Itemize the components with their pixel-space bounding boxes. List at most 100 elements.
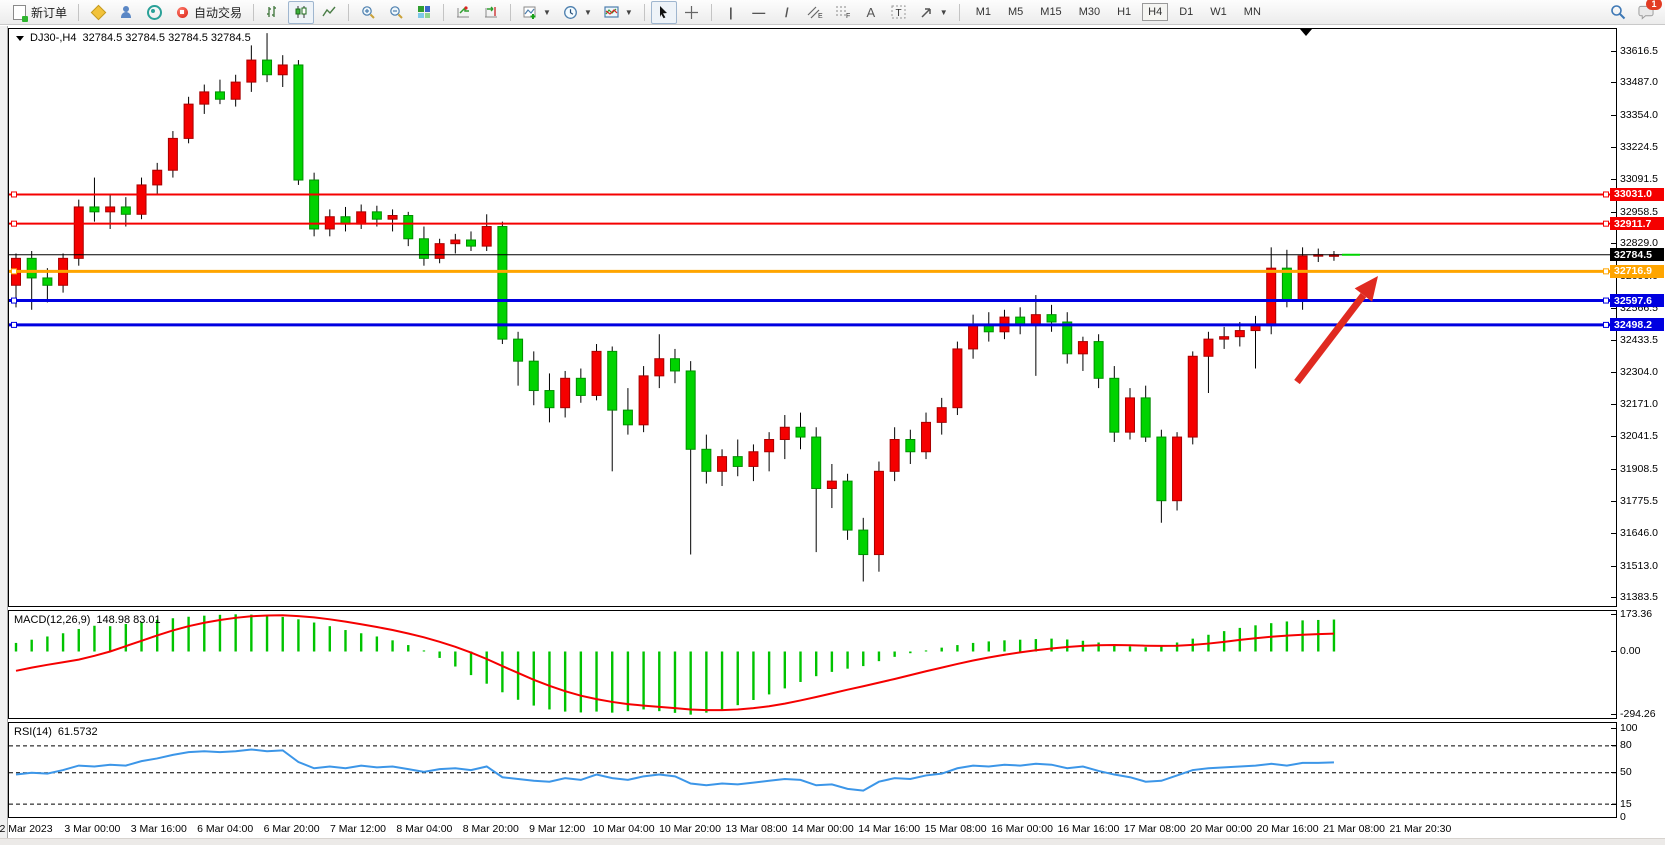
timeframe-m1[interactable]: M1 [975, 6, 991, 18]
price-tick-label: 31908.5 [1620, 462, 1658, 475]
horizontal-line-tool[interactable]: — [746, 1, 772, 24]
timeframe-m15[interactable]: M15 [1040, 6, 1062, 18]
periods-button[interactable]: ▼ [558, 1, 597, 24]
line-chart-icon [321, 4, 337, 20]
timeframe-d1[interactable]: D1 [1179, 6, 1194, 18]
timeframe-m30[interactable]: M30 [1078, 6, 1101, 18]
bar-chart-button[interactable] [260, 1, 286, 24]
mql-wizard-icon [90, 4, 106, 20]
macd-tick-label: 173.36 [1620, 607, 1653, 620]
price-tick-label: 31383.5 [1620, 591, 1658, 604]
indicators-dropdown-caret[interactable]: ▼ [543, 7, 551, 17]
notification-count-badge: 1 [1646, 0, 1662, 10]
rsi-value: 61.5732 [57, 726, 98, 738]
crosshair-button[interactable] [679, 1, 705, 24]
templates-dropdown-caret[interactable]: ▼ [624, 7, 633, 17]
macd-tick-label: 0.00 [1620, 645, 1641, 657]
chart-ohlc-values: 32784.5 32784.5 32784.5 32784.5 [82, 32, 251, 44]
toolbar-separator [348, 3, 350, 21]
price-tick-label: 32304.0 [1620, 365, 1658, 378]
chart-shift-button[interactable] [450, 1, 476, 24]
autotrade-label: 自动交易 [194, 5, 243, 20]
macd-tick-label: -294.26 [1620, 708, 1656, 721]
svg-text:T: T [896, 8, 902, 19]
trendline-icon: / [784, 4, 789, 20]
price-level-badge: 32716.9 [1610, 264, 1664, 278]
rsi-tick-label: 100 [1620, 721, 1638, 734]
macd-name: MACD(12,26,9) [14, 614, 91, 626]
arrows-icon [919, 4, 935, 20]
toolbar-separator [253, 3, 255, 21]
zoom-out-button[interactable] [383, 1, 409, 24]
templates-button[interactable]: ▼ [599, 1, 638, 24]
timeframe-h4[interactable]: H4 [1142, 3, 1169, 21]
main-chart-pane[interactable] [8, 28, 1617, 607]
toolbar-separator [710, 3, 712, 21]
channel-tool[interactable]: E [802, 1, 828, 24]
chart-shift-icon [455, 4, 471, 20]
price-level-badge: 33031.0 [1610, 187, 1664, 201]
text-label-icon: T [891, 4, 907, 20]
svg-text:F: F [846, 13, 850, 19]
community-button[interactable] [113, 1, 139, 24]
price-tick-label: 31646.0 [1620, 527, 1658, 539]
rsi-indicator-label: RSI(14) 61.5732 [14, 726, 98, 738]
bar-chart-icon [265, 4, 281, 20]
indicators-icon [522, 4, 538, 20]
new-order-button[interactable]: 新订单 [6, 1, 72, 24]
notifications-button[interactable]: 1 [1633, 0, 1662, 24]
toolbar-separator [510, 3, 512, 21]
price-level-badge: 32911.7 [1610, 217, 1664, 231]
rsi-pane[interactable] [8, 722, 1617, 818]
price-level-badge: 32784.5 [1610, 248, 1664, 262]
chart-symbol-period: DJ30-,H4 [30, 32, 77, 44]
svg-text:E: E [818, 13, 823, 19]
tile-windows-button[interactable] [411, 1, 437, 24]
candlestick-chart-button[interactable] [288, 0, 315, 24]
price-tick-label: 32696.0 [1620, 269, 1658, 282]
search-icon [1610, 4, 1626, 20]
price-tick-label: 32958.5 [1620, 205, 1658, 218]
text-tool[interactable]: A [858, 1, 884, 24]
indicators-button[interactable]: ▼ [517, 1, 556, 24]
timeframe-mn[interactable]: MN [1243, 6, 1261, 18]
vertical-line-tool[interactable]: | [718, 1, 744, 24]
price-tick-label: 33091.5 [1620, 173, 1658, 186]
rsi-name: RSI(14) [14, 726, 52, 738]
zoom-in-button[interactable] [355, 1, 381, 24]
toolbar-separator [958, 3, 960, 21]
chart-title: DJ30-,H4 32784.5 32784.5 32784.5 32784.5 [16, 32, 251, 44]
periods-dropdown-caret[interactable]: ▼ [583, 7, 592, 17]
timeframe-group: M1 M5 M15 M30 H1 H4 D1 W1 MN [970, 3, 1267, 21]
line-chart-button[interactable] [316, 1, 342, 24]
fibonacci-tool[interactable]: F [830, 1, 856, 24]
price-tick-label: 31775.5 [1620, 495, 1658, 508]
arrows-dropdown-caret[interactable]: ▼ [939, 7, 948, 17]
cursor-button[interactable] [650, 0, 677, 24]
new-order-label: 新订单 [31, 5, 68, 20]
mql-wizard-button[interactable] [85, 1, 111, 24]
rsi-tick-label: 50 [1620, 766, 1632, 779]
arrows-tool[interactable]: ▼ [914, 1, 953, 24]
timeframe-m5[interactable]: M5 [1008, 6, 1024, 18]
timeframe-h1[interactable]: H1 [1117, 6, 1132, 18]
tile-windows-icon [416, 4, 432, 20]
macd-indicator-label: MACD(12,26,9) 148.98 83.01 [14, 614, 161, 626]
time-axis[interactable] [8, 820, 1665, 838]
channel-icon: E [807, 4, 823, 20]
price-tick-label: 33616.5 [1620, 44, 1658, 57]
cursor-icon [656, 4, 672, 20]
autotrade-button[interactable]: 自动交易 [169, 1, 247, 24]
macd-pane[interactable] [8, 610, 1617, 719]
search-button[interactable] [1605, 1, 1631, 24]
toolbar-separator [78, 3, 80, 21]
text-label-tool[interactable]: T [886, 1, 912, 24]
trendline-tool[interactable]: / [774, 1, 800, 24]
community-icon [118, 4, 134, 20]
signal-button[interactable] [141, 1, 167, 24]
rsi-tick-label: 15 [1620, 797, 1632, 810]
new-order-icon [11, 4, 28, 22]
timeframe-w1[interactable]: W1 [1210, 6, 1227, 18]
chart-autoscroll-button[interactable] [478, 1, 504, 24]
symbol-dropdown-icon[interactable] [16, 35, 24, 41]
